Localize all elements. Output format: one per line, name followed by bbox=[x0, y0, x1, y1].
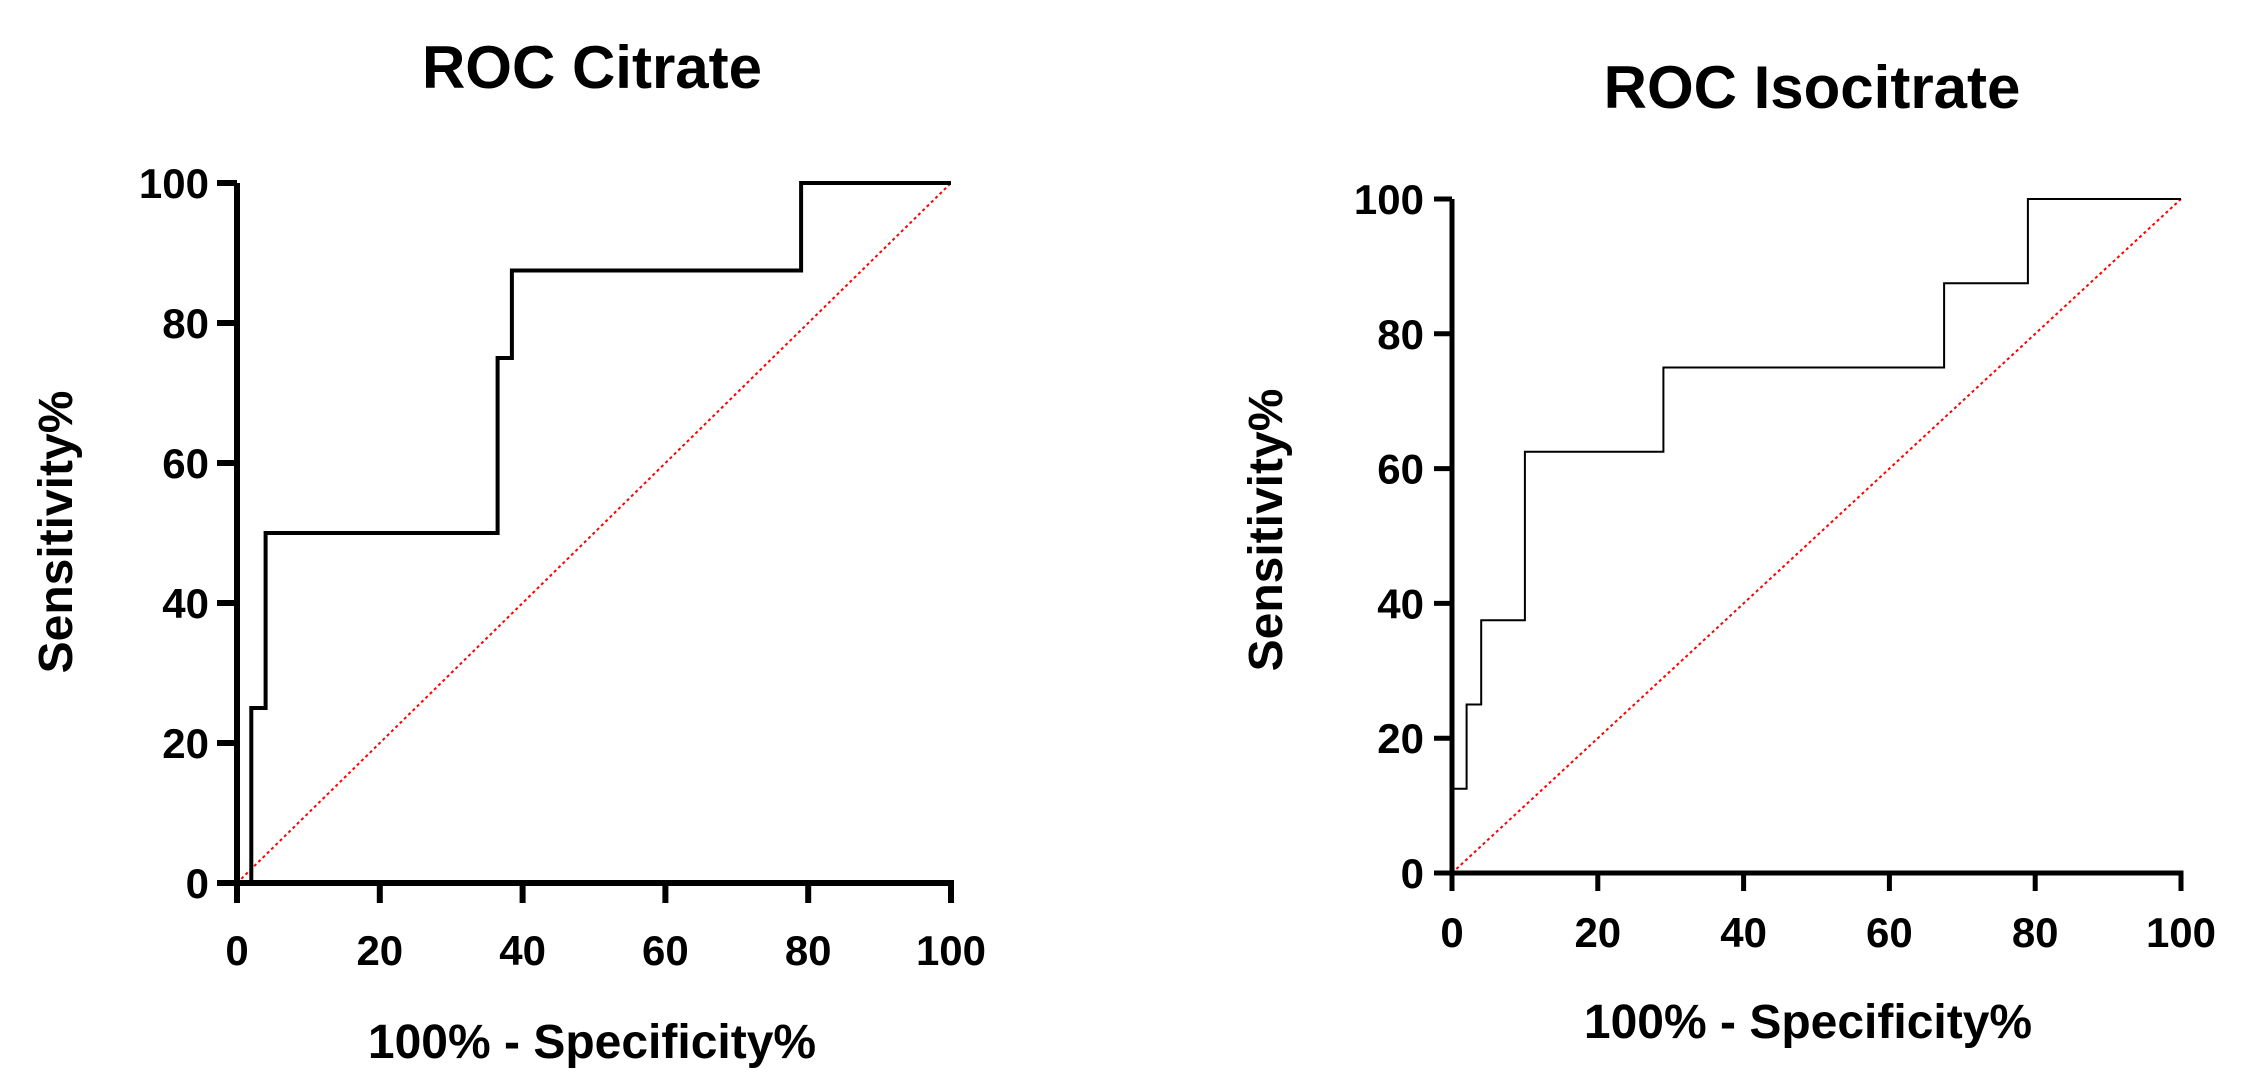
y-tick-label: 40 bbox=[162, 580, 209, 627]
x-tick-label: 40 bbox=[1720, 909, 1767, 956]
x-tick-label: 20 bbox=[356, 927, 403, 974]
x-tick-label: 40 bbox=[499, 927, 546, 974]
chart-roc-citrate: ROC Citrate 100% - Specificity% Sensitiv… bbox=[30, 34, 986, 1069]
roc-curve-line bbox=[1451, 198, 2181, 873]
y-tick-label: 80 bbox=[162, 300, 209, 347]
y-tick-label: 60 bbox=[1377, 446, 1424, 493]
y-tick-label: 80 bbox=[1377, 311, 1424, 358]
x-axis-label: 100% - Specificity% bbox=[1584, 996, 2032, 1049]
y-tick-label: 100 bbox=[139, 160, 209, 207]
y-tick-label: 100 bbox=[1354, 176, 1424, 223]
x-tick-label: 0 bbox=[1440, 909, 1463, 956]
reference-diagonal-line bbox=[236, 182, 952, 884]
x-tick-label: 0 bbox=[225, 927, 248, 974]
x-axis-label: 100% - Specificity% bbox=[368, 1016, 816, 1069]
chart-title: ROC Citrate bbox=[422, 34, 762, 101]
x-tick-label: 60 bbox=[642, 927, 689, 974]
x-tick-label: 100 bbox=[2146, 909, 2216, 956]
y-axis-label: Sensitivity% bbox=[30, 391, 83, 674]
x-tick-label: 20 bbox=[1574, 909, 1621, 956]
y-tick-label: 0 bbox=[186, 860, 209, 907]
x-tick-label: 80 bbox=[2012, 909, 2059, 956]
y-axis-label: Sensitivity% bbox=[1240, 389, 1293, 672]
y-tick-label: 40 bbox=[1377, 580, 1424, 627]
y-tick-label: 20 bbox=[162, 720, 209, 767]
y-tick-label: 20 bbox=[1377, 715, 1424, 762]
y-tick-label: 0 bbox=[1401, 850, 1424, 897]
chart-title: ROC Isocitrate bbox=[1604, 54, 2021, 121]
x-tick-label: 100 bbox=[916, 927, 986, 974]
chart-roc-isocitrate: ROC Isocitrate 100% - Specificity% Sensi… bbox=[1240, 54, 2216, 1049]
roc-curve-line bbox=[249, 181, 951, 883]
x-tick-label: 60 bbox=[1866, 909, 1913, 956]
x-tick-label: 80 bbox=[785, 927, 832, 974]
y-tick-label: 60 bbox=[162, 440, 209, 487]
